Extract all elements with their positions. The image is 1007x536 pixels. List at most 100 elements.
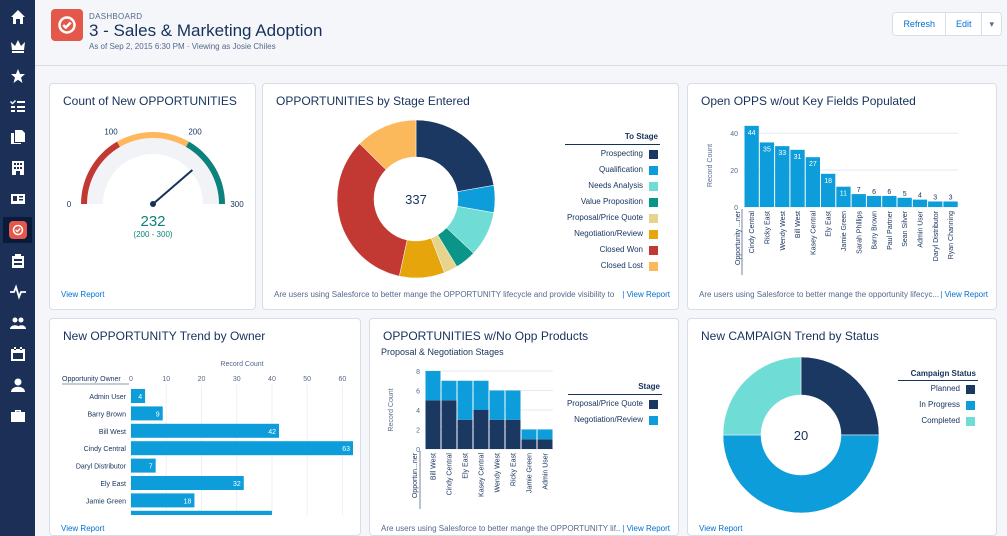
- open-opps-ytick: 0: [734, 205, 738, 212]
- stage-legend-item: Negotiation/Review: [574, 229, 643, 238]
- no-products-bar-segment[interactable]: [489, 390, 505, 420]
- page-header: DASHBOARD 3 - Sales & Marketing Adoption…: [35, 0, 1007, 66]
- open-opps-value-label: 35: [763, 146, 771, 153]
- refresh-button[interactable]: Refresh: [893, 13, 946, 35]
- no-products-bar-segment[interactable]: [537, 429, 553, 440]
- star-icon[interactable]: [3, 63, 32, 89]
- stage-legend-item: Closed Lost: [600, 261, 643, 270]
- campaign-slice-0[interactable]: [800, 356, 880, 436]
- no-products-bar-segment[interactable]: [441, 380, 457, 401]
- no-products-card: OPPORTUNITIES w/No Opp Products Proposal…: [369, 318, 679, 536]
- campaign-legend-swatch: [966, 417, 975, 426]
- briefcase-icon[interactable]: [3, 403, 32, 429]
- open-opps-bar[interactable]: [805, 157, 820, 207]
- no-products-bar-segment[interactable]: [537, 439, 553, 449]
- no-products-bar-segment[interactable]: [441, 400, 457, 449]
- gauge-chart: 0 100 200 300 232(200 - 300): [67, 127, 244, 239]
- stage-slice-6[interactable]: [336, 143, 408, 277]
- more-actions-button[interactable]: ▾: [982, 13, 1001, 35]
- no-products-bar-segment[interactable]: [457, 380, 473, 420]
- clipboard-icon[interactable]: [3, 248, 32, 274]
- edit-button[interactable]: Edit: [945, 13, 983, 35]
- open-opps-bar[interactable]: [821, 173, 836, 207]
- contact-card-icon[interactable]: [3, 186, 32, 212]
- campaign-slice-2[interactable]: [722, 356, 802, 436]
- pulse-icon[interactable]: [3, 279, 32, 305]
- open-opps-bar[interactable]: [897, 197, 912, 207]
- open-opps-bar[interactable]: [851, 194, 866, 207]
- gauge-tick-label: 300: [230, 200, 244, 209]
- open-opps-category-label: Paul Partner: [887, 210, 894, 250]
- open-opps-bar[interactable]: [882, 195, 897, 207]
- trend-owner-view-report-link[interactable]: View Report: [61, 524, 105, 533]
- trend-owner-category-label: Jamie Green: [86, 498, 126, 505]
- open-opps-bar[interactable]: [744, 125, 759, 207]
- no-products-bar-segment[interactable]: [473, 410, 489, 449]
- campaign-view-report-link[interactable]: View Report: [699, 524, 743, 533]
- no-products-bar-segment[interactable]: [473, 380, 489, 410]
- open-opps-bar[interactable]: [759, 142, 775, 207]
- gauge-view-report-link[interactable]: View Report: [61, 290, 105, 299]
- stage-legend-swatch: [649, 182, 658, 191]
- person-icon[interactable]: [3, 372, 32, 398]
- trend-owner-bar[interactable]: [131, 510, 272, 515]
- home-icon[interactable]: [3, 4, 32, 30]
- no-products-bar-segment[interactable]: [521, 429, 537, 440]
- trend-owner-bar[interactable]: [131, 476, 244, 490]
- page-title: 3 - Sales & Marketing Adoption: [89, 21, 323, 40]
- checklist-icon[interactable]: [3, 93, 32, 119]
- no-products-bar-segment[interactable]: [489, 419, 505, 449]
- people-icon[interactable]: [3, 310, 32, 336]
- no-products-bar-segment[interactable]: [425, 371, 441, 401]
- campaign-slice-1[interactable]: [722, 434, 880, 514]
- stage-view-report-link[interactable]: | View Report: [622, 290, 670, 299]
- gauge-needle: [152, 169, 194, 205]
- open-opps-view-report-link[interactable]: | View Report: [940, 290, 988, 299]
- trend-owner-card: New OPPORTUNITY Trend by Owner Record Co…: [49, 318, 361, 536]
- open-opps-bar[interactable]: [836, 186, 851, 207]
- gauge-tick-label: 200: [188, 127, 202, 136]
- campaign-donut-chart: 20: [722, 356, 880, 514]
- open-opps-category-label: Admin User: [917, 210, 924, 247]
- building-icon[interactable]: [3, 155, 32, 181]
- trend-owner-bar[interactable]: [131, 389, 146, 403]
- open-opps-bar[interactable]: [866, 195, 882, 207]
- no-products-bar-segment[interactable]: [505, 419, 521, 449]
- gauge-card: Count of New OPPORTUNITIES 0 100 200 300 232…: [49, 83, 256, 310]
- stage-legend-swatch: [649, 246, 658, 255]
- files-icon[interactable]: [3, 124, 32, 150]
- no-products-legend-item: Negotiation/Review: [574, 415, 643, 424]
- calendar-icon[interactable]: [3, 341, 32, 367]
- stage-legend-title: To Stage: [624, 132, 658, 141]
- trend-owner-bar[interactable]: [131, 493, 195, 508]
- open-opps-bar[interactable]: [928, 201, 943, 207]
- stage-legend-swatch: [649, 150, 658, 159]
- stage-legend-item: Value Proposition: [580, 197, 643, 206]
- gauge-band-2: [186, 141, 225, 204]
- crown-icon[interactable]: [3, 33, 32, 59]
- no-products-legend-title: Stage: [638, 382, 660, 391]
- trend-owner-category-label: Daryl Distributor: [76, 464, 127, 471]
- open-opps-value-label: 33: [778, 150, 786, 157]
- stage-slice-7[interactable]: [359, 119, 417, 170]
- no-products-bar-segment[interactable]: [521, 439, 537, 449]
- trend-owner-bar[interactable]: [131, 406, 163, 421]
- open-opps-bar[interactable]: [943, 201, 958, 207]
- open-opps-bar[interactable]: [790, 149, 805, 207]
- stage-slice-0[interactable]: [415, 119, 495, 192]
- dashboard-icon[interactable]: [3, 217, 32, 243]
- open-opps-bar[interactable]: [775, 146, 790, 207]
- trend-owner-bar[interactable]: [131, 423, 279, 438]
- no-products-view-report-link[interactable]: | View Report: [622, 524, 670, 533]
- no-products-category-label: Kasey Central: [479, 453, 486, 497]
- gauge-band-1: [117, 132, 189, 147]
- trend-owner-bar[interactable]: [131, 441, 353, 456]
- no-products-bar-segment[interactable]: [425, 400, 441, 449]
- stage-legend-rule: [565, 144, 660, 145]
- no-products-bar-segment[interactable]: [457, 419, 473, 449]
- no-products-ytick: 0: [416, 447, 420, 454]
- no-products-bar-segment[interactable]: [505, 390, 521, 420]
- open-opps-value-label: 5: [903, 191, 907, 198]
- open-opps-bar[interactable]: [912, 199, 928, 207]
- trend-owner-bar[interactable]: [131, 458, 156, 473]
